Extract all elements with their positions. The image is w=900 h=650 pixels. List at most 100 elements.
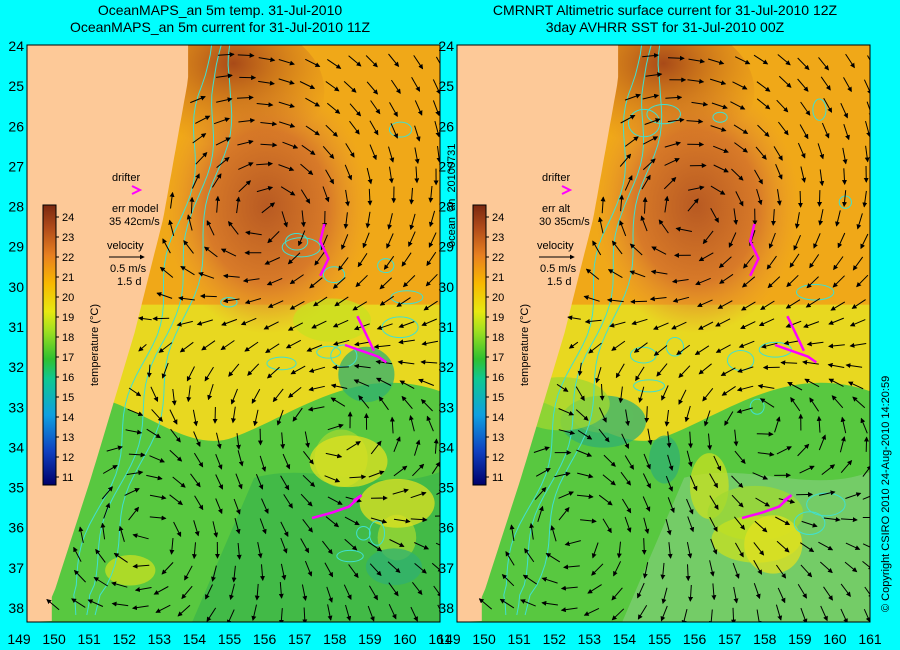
current-vector — [715, 318, 731, 327]
current-vector — [348, 55, 362, 67]
current-vector — [611, 587, 623, 601]
current-vector — [194, 495, 204, 511]
current-vector — [300, 493, 313, 507]
current-vector — [642, 196, 648, 214]
current-vector — [388, 166, 394, 184]
colorbar-tick-label: 20 — [62, 292, 74, 304]
current-vector — [656, 363, 668, 377]
current-vector — [575, 386, 585, 402]
sst-patch — [649, 435, 681, 484]
current-vector — [388, 582, 399, 597]
current-vector — [100, 522, 106, 540]
current-vector — [710, 125, 727, 132]
current-vector — [431, 461, 440, 474]
current-vector — [300, 163, 314, 176]
lat-tick-label: 33 — [8, 399, 24, 415]
current-vector — [383, 255, 395, 270]
current-vector — [421, 318, 437, 326]
sst-contour — [795, 284, 835, 301]
current-vector — [215, 474, 223, 490]
current-vector — [756, 188, 763, 206]
drifter-track — [741, 494, 793, 520]
current-vector — [368, 470, 385, 478]
current-vector — [598, 216, 604, 234]
colorbar-tick-label: 18 — [492, 332, 504, 344]
current-vector — [642, 136, 659, 145]
current-vector — [366, 167, 373, 185]
current-vector — [678, 365, 691, 379]
current-vector — [840, 608, 848, 622]
colorbar-tick-label: 16 — [492, 372, 504, 384]
current-vector — [216, 73, 233, 79]
current-vector — [402, 275, 416, 288]
current-vector — [193, 452, 204, 468]
current-vector — [778, 75, 792, 88]
lon-tick-label: 159 — [358, 631, 382, 647]
current-vector — [541, 600, 558, 606]
current-vector — [251, 604, 257, 622]
map-frame — [26, 44, 441, 623]
current-vector — [840, 102, 848, 119]
current-vector — [190, 95, 206, 104]
current-vector — [207, 383, 214, 401]
current-vector — [126, 470, 144, 476]
current-vector — [588, 342, 602, 354]
current-vector — [111, 601, 129, 607]
colorbar-tick-label: 14 — [62, 412, 74, 424]
current-vector — [619, 194, 625, 212]
current-vector — [799, 465, 815, 474]
land-mass — [457, 45, 619, 622]
current-vector — [201, 340, 216, 351]
current-vector — [800, 101, 811, 116]
current-vector — [642, 53, 660, 59]
current-vector — [550, 525, 557, 542]
current-vector — [842, 190, 848, 208]
current-vector — [259, 564, 265, 582]
current-vector — [777, 54, 791, 66]
lat-tick-label: 29 — [8, 239, 24, 255]
current-vector — [231, 565, 237, 583]
current-vector — [633, 342, 648, 353]
lat-tick-label: 37 — [8, 560, 24, 576]
current-vector — [344, 189, 350, 207]
left-title-line1: OceanMAPS_an 5m temp. 31-Jul-2010 — [97, 2, 343, 18]
current-vector — [797, 190, 803, 208]
current-vector — [258, 57, 276, 63]
right-title-line2: 3day AVHRR SST for 31-Jul-2010 00Z — [545, 19, 785, 35]
current-vector — [426, 251, 437, 267]
current-vector — [256, 186, 274, 193]
current-vector — [87, 599, 104, 607]
current-vector — [710, 538, 718, 555]
current-vector — [731, 607, 737, 622]
current-vector — [169, 409, 178, 425]
current-vector — [349, 103, 362, 117]
current-vector — [568, 341, 579, 349]
current-vector — [816, 415, 822, 433]
current-vector — [297, 230, 306, 247]
current-vector — [713, 455, 722, 472]
current-vector — [228, 363, 240, 377]
colorbar-tick-label: 21 — [492, 272, 504, 284]
current-vector — [802, 359, 819, 365]
current-vector — [308, 385, 325, 392]
current-vector — [432, 100, 440, 117]
current-vector — [733, 586, 739, 604]
current-vector — [235, 196, 241, 214]
sst-contour — [646, 104, 681, 125]
current-vector — [607, 269, 623, 279]
current-vector — [754, 520, 768, 533]
current-vector — [280, 521, 289, 537]
current-vector — [667, 117, 685, 123]
lon-tick-label: 153 — [148, 631, 172, 647]
current-vector — [675, 226, 692, 232]
current-vector — [245, 230, 262, 236]
lon-tick-label: 159 — [788, 631, 812, 647]
current-vector — [260, 121, 278, 127]
current-vector — [736, 385, 754, 392]
colorbar-tick-label: 15 — [492, 392, 504, 404]
current-vector — [820, 605, 828, 622]
sst-contour — [633, 379, 666, 393]
current-vector — [845, 363, 863, 369]
